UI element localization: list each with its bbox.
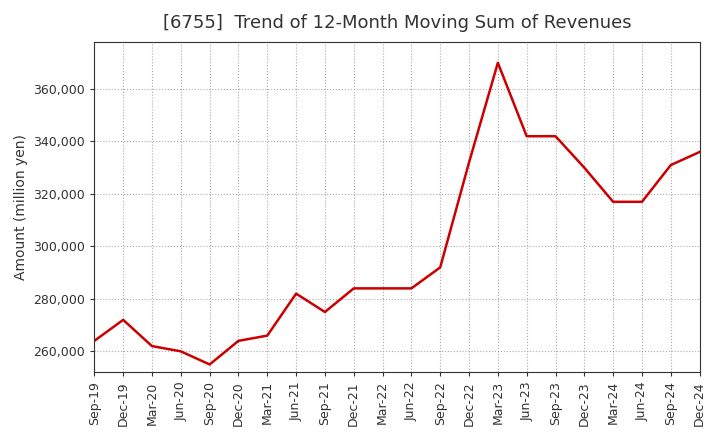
Title: [6755]  Trend of 12-Month Moving Sum of Revenues: [6755] Trend of 12-Month Moving Sum of R… (163, 14, 631, 32)
Y-axis label: Amount (million yen): Amount (million yen) (14, 134, 28, 280)
